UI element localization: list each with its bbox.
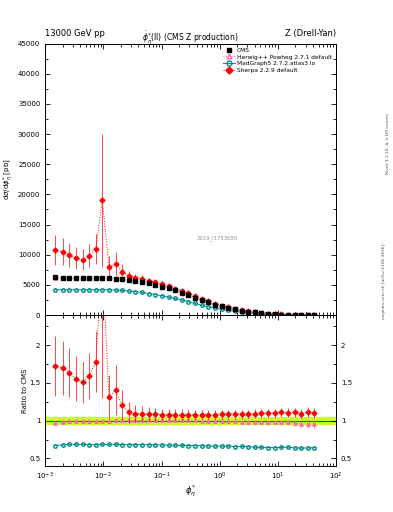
Text: mcplots.cern.ch [arXiv:1306.3436]: mcplots.cern.ch [arXiv:1306.3436] (382, 244, 386, 319)
Text: 2019_I1753680: 2019_I1753680 (196, 235, 237, 241)
Bar (45, 417, 336, 424)
Title: $\dot{\phi}^{*}_{\eta}$(ll) (CMS Z production): $\dot{\phi}^{*}_{\eta}$(ll) (CMS Z produ… (142, 29, 239, 46)
Text: Z (Drell-Yan): Z (Drell-Yan) (285, 29, 336, 38)
Legend: CMS, Herwig++ Powheg 2.7.1 default, MadGraph5 2.7.2.atlas3 lo, Sherpa 2.2.9 defa: CMS, Herwig++ Powheg 2.7.1 default, MadG… (222, 47, 333, 74)
Text: 13000 GeV pp: 13000 GeV pp (45, 29, 105, 38)
Y-axis label: d$\sigma$/d$\phi^{*}_{\eta}$ [pb]: d$\sigma$/d$\phi^{*}_{\eta}$ [pb] (2, 159, 17, 200)
Text: Rivet 3.1.10, ≥ 3.1M events: Rivet 3.1.10, ≥ 3.1M events (386, 113, 390, 174)
X-axis label: $\phi^{*}_{\eta}$: $\phi^{*}_{\eta}$ (185, 483, 196, 499)
Y-axis label: Ratio to CMS: Ratio to CMS (22, 368, 28, 413)
